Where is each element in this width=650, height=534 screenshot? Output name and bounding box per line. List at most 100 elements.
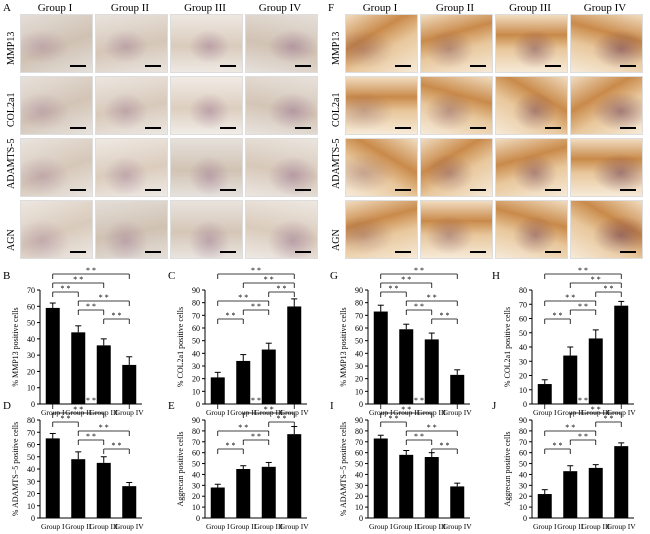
sig-label: * *: [251, 432, 261, 441]
y-tick-label: 50: [192, 337, 200, 346]
sig-label: * *: [427, 423, 437, 432]
sig-label: * *: [591, 275, 601, 284]
bar: [537, 494, 552, 518]
bar: [287, 306, 302, 404]
micrograph-tile: [95, 14, 168, 73]
x-tick-label: Group II: [65, 522, 92, 531]
sig-label: * *: [86, 396, 96, 405]
x-tick-label: Group IV: [607, 408, 637, 417]
y-tick-label: 80: [519, 286, 527, 295]
y-tick-label: 80: [192, 427, 200, 436]
x-tick-label: Group IV: [280, 522, 310, 531]
y-tick-label: 0: [523, 400, 527, 409]
bar: [45, 438, 60, 518]
y-tick-label: 40: [519, 343, 527, 352]
scale-bar: [620, 189, 636, 191]
y-tick-label: 50: [27, 319, 35, 328]
scale-bar: [145, 127, 161, 129]
y-tick-label: 0: [523, 514, 527, 523]
panel-letter: I: [330, 400, 334, 412]
scale-bar: [395, 251, 411, 253]
panel-letter: D: [3, 400, 11, 412]
y-tick-label: 60: [519, 449, 527, 458]
y-tick-label: 10: [519, 503, 527, 512]
y-tick-label: 60: [355, 324, 363, 333]
micrograph-tile: [20, 76, 93, 135]
y-tick-label: 60: [27, 441, 35, 450]
sig-label: * *: [389, 414, 399, 423]
x-tick-label: Group II: [557, 408, 584, 417]
y-tick-label: 90: [519, 416, 527, 425]
y-tick-label: 30: [519, 481, 527, 490]
scale-bar: [395, 65, 411, 67]
scale-bar: [145, 65, 161, 67]
panel-letter: B: [3, 270, 10, 282]
sig-label: * *: [553, 311, 563, 320]
micrograph-tile: [95, 200, 168, 259]
y-tick-label: 30: [355, 362, 363, 371]
y-tick-label: 40: [355, 349, 363, 358]
y-tick-label: 10: [519, 386, 527, 395]
y-tick-label: 70: [519, 438, 527, 447]
sig-label: * *: [99, 293, 109, 302]
y-tick-label: 0: [359, 400, 363, 409]
panel-letter: C: [168, 270, 175, 282]
y-tick-label: 60: [519, 315, 527, 324]
y-tick-label: 90: [192, 286, 200, 295]
bar: [122, 486, 137, 518]
y-tick-label: 20: [192, 375, 200, 384]
column-header: Group III: [184, 2, 226, 14]
sig-label: * *: [61, 414, 71, 423]
micrograph-tile: [95, 76, 168, 135]
sig-label: * *: [61, 284, 71, 293]
sig-label: * *: [238, 293, 248, 302]
y-tick-label: 70: [355, 438, 363, 447]
bar: [424, 339, 439, 404]
panel-letter-f: F: [328, 2, 335, 14]
micrograph-tile: [420, 200, 493, 259]
sig-label: * *: [73, 405, 83, 414]
bar: [236, 360, 251, 404]
sig-label: * *: [578, 432, 588, 441]
x-tick-label: Group I: [533, 522, 557, 531]
column-header: Group I: [362, 2, 398, 14]
x-tick-label: Group II: [230, 408, 257, 417]
y-tick-label: 30: [192, 481, 200, 490]
x-tick-label: Group IV: [443, 408, 473, 417]
y-tick-label: 20: [355, 492, 363, 501]
bar: [563, 471, 578, 518]
scale-bar: [470, 189, 486, 191]
bar: [399, 454, 414, 518]
micrograph-tile: [420, 14, 493, 73]
micrograph-tile: [345, 200, 418, 259]
panel-letter-a: A: [3, 2, 11, 14]
sig-label: * *: [578, 266, 588, 275]
scale-bar: [295, 127, 311, 129]
sig-label: * *: [112, 441, 122, 450]
micrograph-tile: [570, 76, 643, 135]
column-header: Group II: [435, 2, 475, 14]
x-tick-label: Group II: [65, 408, 92, 417]
y-tick-label: 10: [355, 387, 363, 396]
y-tick-label: 20: [355, 375, 363, 384]
y-tick-label: 50: [192, 460, 200, 469]
y-tick-label: 80: [355, 427, 363, 436]
y-tick-label: 40: [192, 349, 200, 358]
scale-bar: [620, 251, 636, 253]
bar: [261, 349, 276, 404]
column-header: Group I: [37, 2, 73, 14]
scale-bar: [470, 251, 486, 253]
y-tick-label: 20: [519, 492, 527, 501]
y-tick-label: 20: [27, 367, 35, 376]
micrograph-tile: [170, 14, 243, 73]
scale-bar: [620, 127, 636, 129]
scale-bar: [70, 127, 86, 129]
bar: [71, 459, 86, 518]
sig-label: * *: [578, 302, 588, 311]
scale-bar: [295, 251, 311, 253]
scale-bar: [145, 189, 161, 191]
bar: [373, 438, 388, 518]
sig-label: * *: [414, 396, 424, 405]
scale-bar: [470, 65, 486, 67]
y-tick-label: 60: [192, 449, 200, 458]
